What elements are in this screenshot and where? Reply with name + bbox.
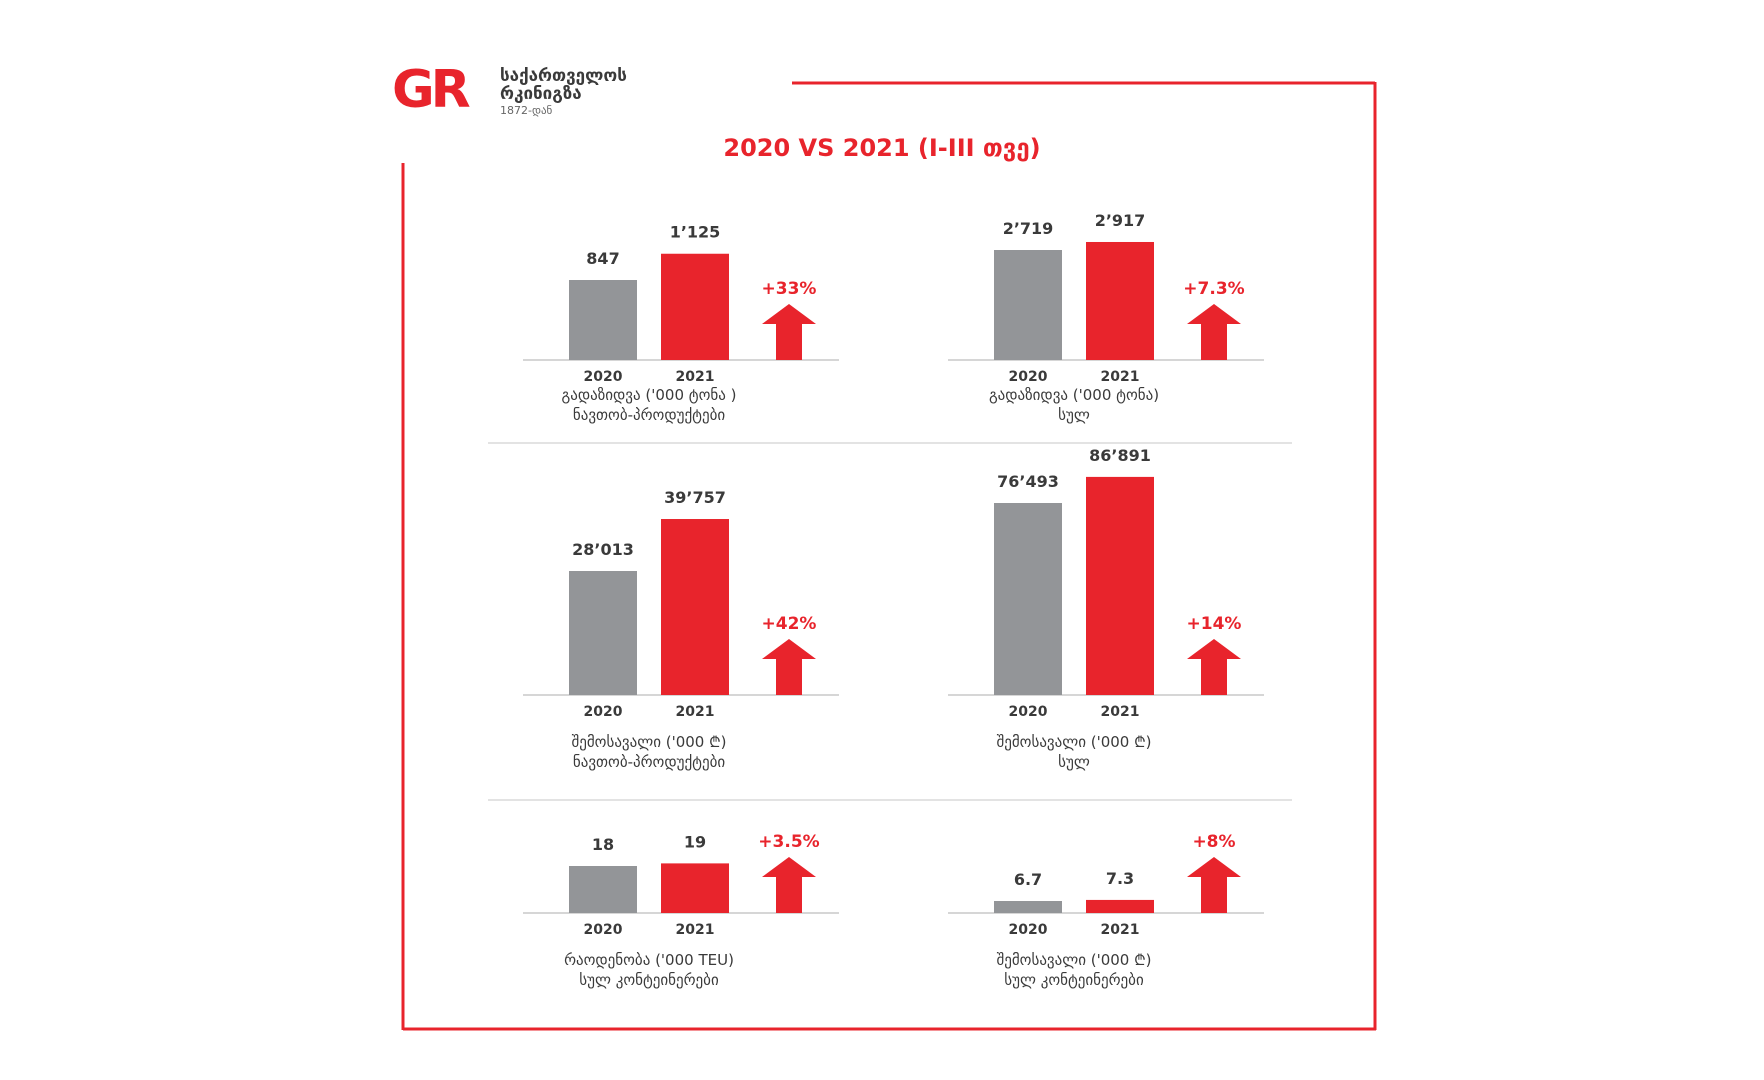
caption-line1: რაოდენობა ('000 TEU) — [564, 951, 734, 969]
change-label: +33% — [762, 279, 817, 299]
charts-group: 847 2020 1’125 2021 +33% გადაზიდვა ('000 ტონა… — [523, 211, 1264, 989]
category-label: 2021 — [676, 704, 715, 720]
bar-2021 — [661, 253, 729, 360]
category-label: 2021 — [676, 369, 715, 385]
arrow-up-icon — [1187, 304, 1241, 360]
bar-2020 — [994, 503, 1062, 695]
bar-2021 — [1086, 899, 1154, 913]
value-label: 2’917 — [1095, 211, 1146, 230]
bar-2021 — [1086, 476, 1154, 695]
value-label: 1’125 — [670, 223, 721, 242]
arrow-up-icon — [762, 857, 816, 913]
arrow-up-icon — [762, 304, 816, 360]
bar-2020 — [569, 571, 637, 695]
category-label: 2021 — [676, 922, 715, 938]
value-label: 18 — [592, 835, 614, 854]
caption-line1: შემოსავალი ('000 ₾) — [996, 733, 1151, 751]
arrow-up-icon — [1187, 857, 1241, 913]
arrow-up-icon — [1187, 639, 1241, 695]
change-label: +42% — [762, 614, 817, 634]
bar-2021 — [661, 863, 729, 913]
bar-2021 — [661, 519, 729, 695]
category-label: 2020 — [1009, 704, 1048, 720]
page-title: 2020 VS 2021 (I-III თვე) — [723, 134, 1041, 162]
caption-line2: ნავთობ-პროდუქტები — [573, 406, 725, 424]
logo-name-line2: რკინიგზა — [500, 84, 582, 104]
caption-line2: სულ — [1058, 406, 1090, 424]
category-label: 2020 — [584, 369, 623, 385]
category-label: 2020 — [1009, 369, 1048, 385]
caption-line1: გადაზიდვა ('000 ტონა) — [989, 386, 1159, 404]
logo-name-line1: საქართველოს — [500, 66, 627, 86]
bar-2020 — [994, 250, 1062, 360]
category-label: 2021 — [1101, 922, 1140, 938]
caption-line1: შემოსავალი ('000 ₾) — [996, 951, 1151, 969]
value-label: 86’891 — [1089, 446, 1151, 465]
bar-2020 — [569, 866, 637, 913]
bar-2020 — [569, 280, 637, 360]
bar-2020 — [994, 901, 1062, 913]
bar-2021 — [1086, 241, 1154, 360]
value-label: 6.7 — [1014, 870, 1042, 889]
category-label: 2020 — [584, 922, 623, 938]
value-label: 847 — [586, 249, 619, 268]
value-label: 28’013 — [572, 540, 634, 559]
caption-line1: შემოსავალი ('000 ₾) — [571, 733, 726, 751]
change-label: +7.3% — [1183, 279, 1244, 299]
category-label: 2020 — [1009, 922, 1048, 938]
logo-mark: GR — [392, 60, 471, 120]
category-label: 2021 — [1101, 369, 1140, 385]
caption-line2: სულ — [1058, 753, 1090, 771]
arrow-up-icon — [762, 639, 816, 695]
category-label: 2020 — [584, 704, 623, 720]
change-label: +3.5% — [758, 832, 819, 852]
category-label: 2021 — [1101, 704, 1140, 720]
caption-line2: სულ კონტეინერები — [1004, 971, 1144, 989]
value-label: 76’493 — [997, 472, 1059, 491]
value-label: 19 — [684, 832, 706, 851]
value-label: 39’757 — [664, 488, 726, 507]
value-label: 7.3 — [1106, 869, 1134, 888]
caption-line1: გადაზიდვა ('000 ტონა ) — [562, 386, 737, 404]
logo-since: 1872-დან — [500, 104, 553, 117]
change-label: +14% — [1187, 614, 1242, 634]
caption-line2: ნავთობ-პროდუქტები — [573, 753, 725, 771]
caption-line2: სულ კონტეინერები — [579, 971, 719, 989]
value-label: 2’719 — [1003, 219, 1054, 238]
change-label: +8% — [1192, 832, 1235, 852]
